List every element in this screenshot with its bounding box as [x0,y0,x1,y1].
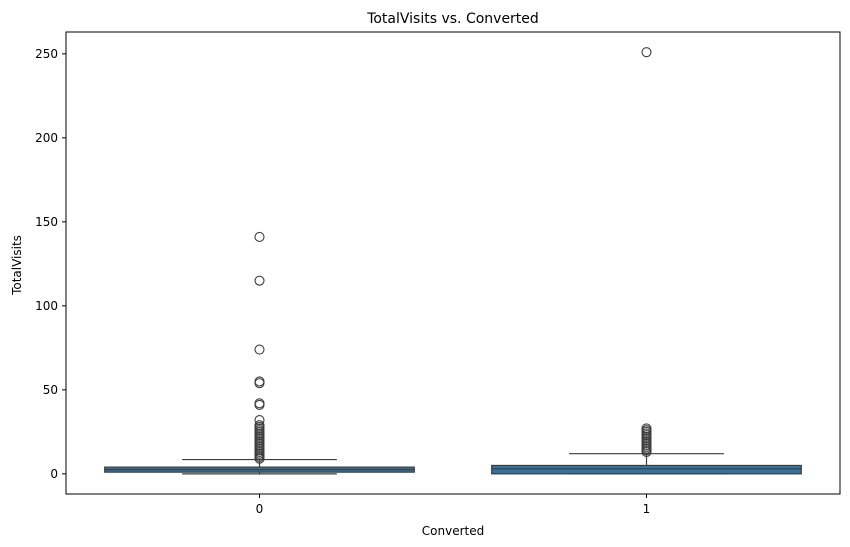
outlier-point [254,420,265,431]
x-tick-label: 1 [643,502,651,516]
plot-frame [65,31,841,495]
outlier-point [254,275,265,286]
y-tick-label: 0 [50,467,58,481]
x-tick-label: 0 [256,502,264,516]
outlier-point [254,231,265,243]
y-tick-label: 200 [35,131,58,145]
outlier-point [254,376,265,387]
x-axis-label: Converted [422,524,484,538]
plot-area [104,47,802,475]
outlier-point [254,398,265,409]
box-iqr [491,464,802,475]
box-group-1 [491,47,802,475]
outlier-point [254,415,265,426]
y-axis-label: TotalVisits [10,235,24,296]
outlier-point [641,423,652,434]
y-tick-label: 100 [35,299,58,313]
box-group-0 [104,231,415,475]
chart-title: TotalVisits vs. Converted [366,11,539,27]
y-tick-label: 150 [35,215,58,229]
outlier-point [254,344,265,355]
y-tick-label: 50 [43,383,58,397]
outlier-point [641,47,652,58]
y-tick-label: 250 [35,47,58,61]
